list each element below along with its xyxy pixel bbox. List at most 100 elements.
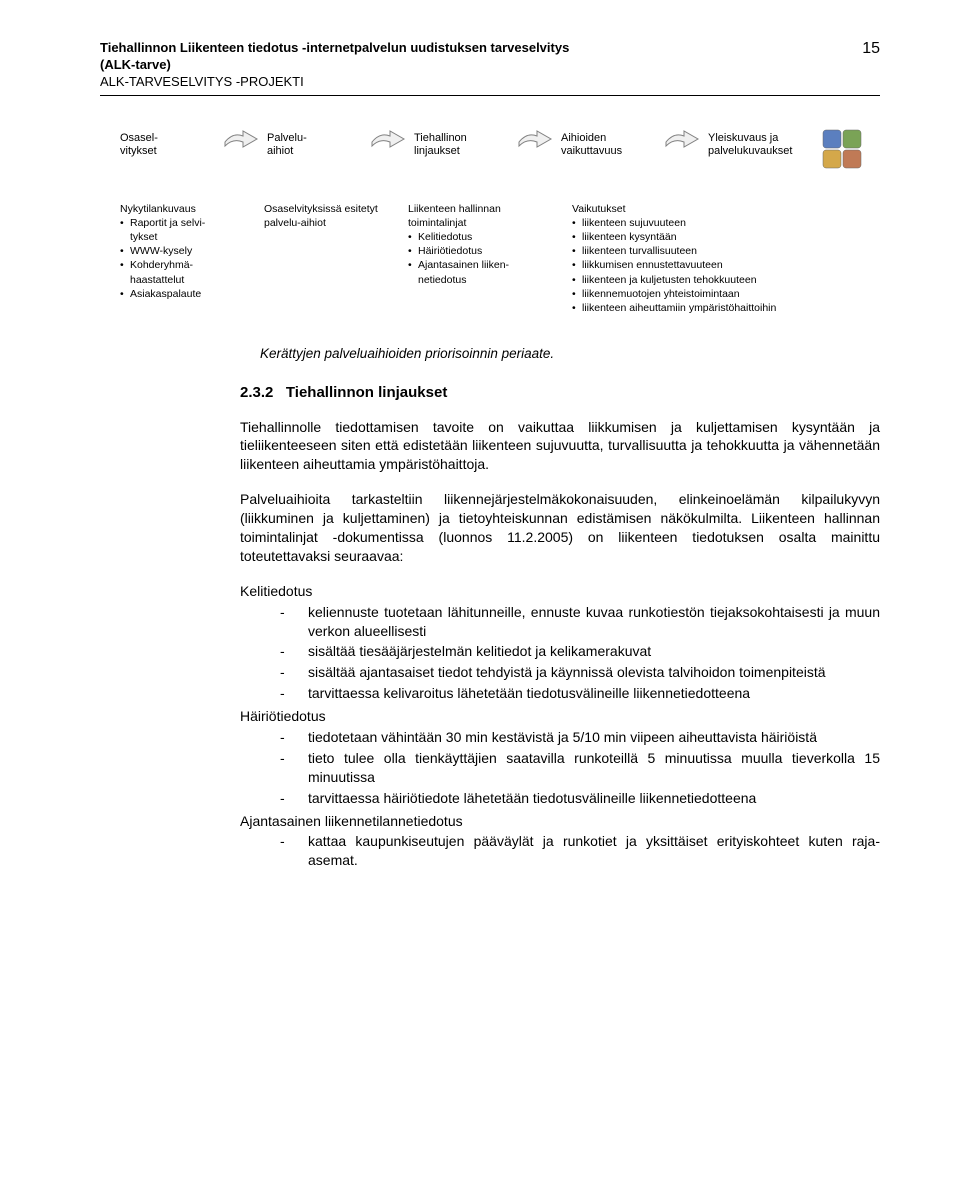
- column-bullet: •Ajantasainen liiken- netiedotus: [408, 258, 548, 286]
- list-group-head: Kelitiedotus: [240, 582, 880, 601]
- list-item: -tiedotetaan vähintään 30 min kestävistä…: [280, 728, 880, 747]
- header-subtitle: ALK-TARVESELVITYS -PROJEKTI: [100, 74, 569, 91]
- page-number: 15: [862, 40, 880, 58]
- header-title-line1: Tiehallinnon Liikenteen tiedotus -intern…: [100, 40, 569, 57]
- list-item-text: tieto tulee olla tienkäyttäjien saatavil…: [308, 749, 880, 787]
- column-bullet: •liikenteen turvallisuuteen: [572, 244, 852, 258]
- list-groups: Kelitiedotus-keliennuste tuotetaan lähit…: [240, 582, 880, 870]
- bullet-text: liikenteen sujuvuuteen: [582, 216, 686, 230]
- list-item: -keliennuste tuotetaan lähitunneille, en…: [280, 603, 880, 641]
- bullet-dot: •: [572, 230, 582, 244]
- list-group-head: Häiriötiedotus: [240, 707, 880, 726]
- list-item-text: kattaa kaupunkiseutujen pääväylät ja run…: [308, 832, 880, 870]
- flow-step-1: Palvelu- aihiot: [267, 126, 362, 158]
- list-dash: -: [280, 663, 308, 682]
- list-dash: -: [280, 728, 308, 747]
- list-group-head: Ajantasainen liikennetilannetiedotus: [240, 812, 880, 831]
- bullet-dot: •: [120, 244, 130, 258]
- list-item-text: keliennuste tuotetaan lähitunneille, enn…: [308, 603, 880, 641]
- flow-step-2: Tiehallinon linjaukset: [414, 126, 509, 158]
- column-bullet: •Raportit ja selvi- tykset: [120, 216, 240, 244]
- column-bullet: •liikenteen ja kuljetusten tehokkuuteen: [572, 273, 852, 287]
- column-bullet: •liikenteen kysyntään: [572, 230, 852, 244]
- section-title: Tiehallinnon linjaukset: [286, 384, 447, 401]
- list-item: -tieto tulee olla tienkäyttäjien saatavi…: [280, 749, 880, 787]
- bullet-dot: •: [572, 273, 582, 287]
- info-column-3: Vaikutukset•liikenteen sujuvuuteen•liike…: [572, 202, 852, 315]
- column-bullet: •WWW-kysely: [120, 244, 240, 258]
- section-heading: 2.3.2 Tiehallinnon linjaukset: [240, 383, 880, 403]
- header-title-line2: (ALK-tarve): [100, 57, 569, 74]
- bullet-dot: •: [572, 258, 582, 272]
- bullet-text: liikenteen aiheuttamiin ympäristöhaittoi…: [582, 301, 776, 315]
- paragraph-1: Tiehallinnolle tiedottamisen tavoite on …: [240, 418, 880, 475]
- content-block: Kerättyjen palveluaihioiden priorisoinni…: [240, 345, 880, 870]
- bullet-dot: •: [572, 287, 582, 301]
- quadrant-icon: [821, 128, 865, 172]
- column-text: Osaselvityksissä esitetyt palvelu-aihiot: [264, 202, 384, 230]
- column-text: Vaikutukset: [572, 202, 852, 216]
- page-header: Tiehallinnon Liikenteen tiedotus -intern…: [100, 40, 880, 96]
- column-bullet: •Häiriötiedotus: [408, 244, 548, 258]
- bullet-dot: •: [120, 216, 130, 244]
- column-bullet: •liikenteen sujuvuuteen: [572, 216, 852, 230]
- list-item-text: sisältää ajantasaiset tiedot tehdyistä j…: [308, 663, 880, 682]
- bullet-text: liikkumisen ennustettavuuteen: [582, 258, 723, 272]
- column-bullet: •Kohderyhmä- haastattelut: [120, 258, 240, 286]
- list-dash: -: [280, 603, 308, 641]
- flow-arrow-icon: [223, 128, 259, 150]
- list-item-text: sisältää tiesääjärjestelmän kelitiedot j…: [308, 642, 880, 661]
- list-item: -sisältää tiesääjärjestelmän kelitiedot …: [280, 642, 880, 661]
- bullet-dot: •: [120, 287, 130, 301]
- info-columns: Nykytilankuvaus•Raportit ja selvi- tykse…: [120, 202, 880, 315]
- bullet-text: liikenteen turvallisuuteen: [582, 244, 697, 258]
- info-column-1: Osaselvityksissä esitetyt palvelu-aihiot: [264, 202, 384, 230]
- bullet-text: liikenteen ja kuljetusten tehokkuuteen: [582, 273, 757, 287]
- bullet-text: liikennemuotojen yhteistoimintaan: [582, 287, 740, 301]
- list-item: -tarvittaessa kelivaroitus lähetetään ti…: [280, 684, 880, 703]
- column-bullet: •liikennemuotojen yhteistoimintaan: [572, 287, 852, 301]
- bullet-text: Kelitiedotus: [418, 230, 472, 244]
- bullet-dot: •: [408, 258, 418, 286]
- paragraph-2: Palveluaihioita tarkasteltiin liikennejä…: [240, 490, 880, 566]
- bullet-dot: •: [572, 216, 582, 230]
- bullet-text: Raportit ja selvi- tykset: [130, 216, 205, 244]
- bullet-text: WWW-kysely: [130, 244, 192, 258]
- column-text: Liikenteen hallinnan toimintalinjat: [408, 202, 548, 230]
- column-bullet: •liikenteen aiheuttamiin ympäristöhaitto…: [572, 301, 852, 315]
- bullet-text: Asiakaspalaute: [130, 287, 201, 301]
- header-title-block: Tiehallinnon Liikenteen tiedotus -intern…: [100, 40, 569, 91]
- section-number: 2.3.2: [240, 384, 273, 401]
- bullet-dot: •: [408, 230, 418, 244]
- list-item-text: tarvittaessa häiriötiedote lähetetään ti…: [308, 789, 880, 808]
- column-bullet: •liikkumisen ennustettavuuteen: [572, 258, 852, 272]
- bullet-dot: •: [572, 301, 582, 315]
- bullet-text: Ajantasainen liiken- netiedotus: [418, 258, 509, 286]
- list-item-text: tiedotetaan vähintään 30 min kestävistä …: [308, 728, 880, 747]
- bullet-dot: •: [120, 258, 130, 286]
- bullet-text: liikenteen kysyntään: [582, 230, 677, 244]
- bullet-dot: •: [408, 244, 418, 258]
- info-column-2: Liikenteen hallinnan toimintalinjat•Keli…: [408, 202, 548, 287]
- column-text: Nykytilankuvaus: [120, 202, 240, 216]
- column-bullet: •Asiakaspalaute: [120, 287, 240, 301]
- flow-step-0: Osasel- vitykset: [120, 126, 215, 158]
- bullet-dot: •: [572, 244, 582, 258]
- page: Tiehallinnon Liikenteen tiedotus -intern…: [0, 0, 960, 1191]
- list-item: -sisältää ajantasaiset tiedot tehdyistä …: [280, 663, 880, 682]
- list-dash: -: [280, 642, 308, 661]
- flow-step-4: Yleiskuvaus ja palvelukuvaukset: [708, 126, 803, 158]
- bullet-text: Kohderyhmä- haastattelut: [130, 258, 193, 286]
- info-column-0: Nykytilankuvaus•Raportit ja selvi- tykse…: [120, 202, 240, 301]
- process-flow: Osasel- vitykset Palvelu- aihiot Tiehallin…: [120, 126, 880, 172]
- flow-arrow-icon: [370, 128, 406, 150]
- list-item: -tarvittaessa häiriötiedote lähetetään t…: [280, 789, 880, 808]
- figure-caption: Kerättyjen palveluaihioiden priorisoinni…: [260, 345, 880, 363]
- list-dash: -: [280, 749, 308, 787]
- list-item: -kattaa kaupunkiseutujen pääväylät ja ru…: [280, 832, 880, 870]
- bullet-text: Häiriötiedotus: [418, 244, 482, 258]
- list-dash: -: [280, 789, 308, 808]
- flow-arrow-icon: [664, 128, 700, 150]
- list-item-text: tarvittaessa kelivaroitus lähetetään tie…: [308, 684, 880, 703]
- flow-step-3: Aihioiden vaikuttavuus: [561, 126, 656, 158]
